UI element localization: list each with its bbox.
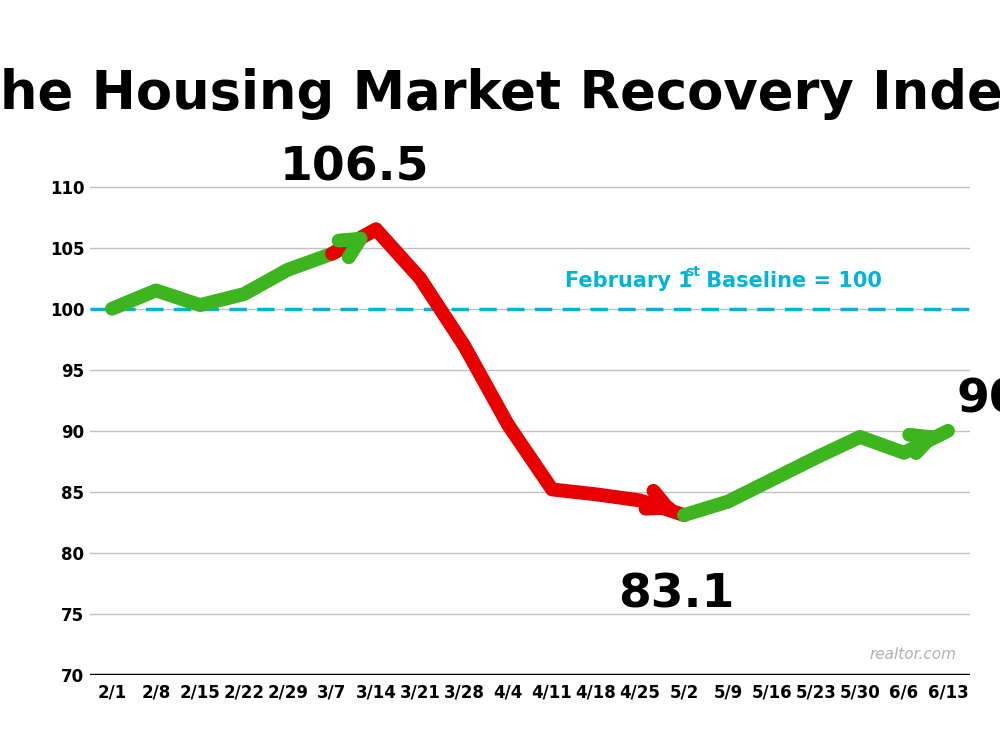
- Text: The Housing Market Recovery Index: The Housing Market Recovery Index: [0, 68, 1000, 119]
- Text: st: st: [685, 265, 700, 279]
- Text: 83.1: 83.1: [618, 573, 734, 618]
- Text: realtor.com: realtor.com: [870, 646, 957, 662]
- Text: 90: 90: [957, 377, 1000, 422]
- Text: February 1: February 1: [565, 271, 693, 291]
- Text: 106.5: 106.5: [279, 146, 429, 190]
- Text: Baseline = 100: Baseline = 100: [699, 271, 882, 291]
